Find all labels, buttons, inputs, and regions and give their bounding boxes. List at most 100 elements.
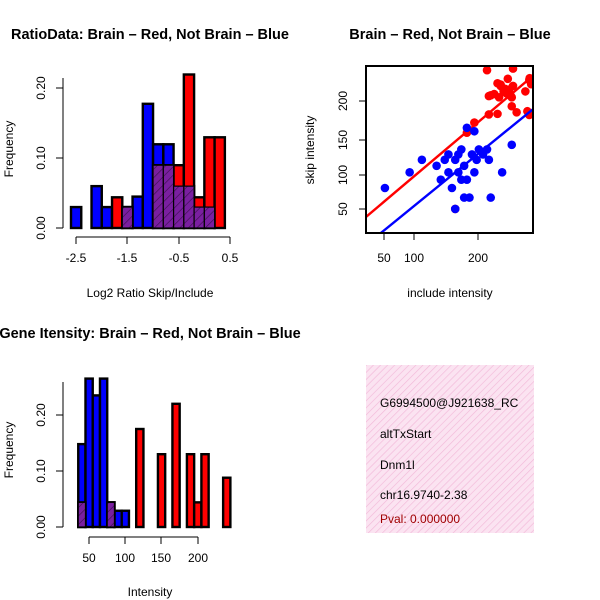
- info-id: G6994500@J921638_RC: [380, 396, 519, 410]
- info-location: chr16.9740-2.38: [380, 488, 468, 502]
- intensity-red-bar: [134, 427, 145, 529]
- ratio-overlap-hatch: [183, 186, 195, 228]
- ratio-blue-bar: [100, 205, 114, 230]
- ratio-ytick-label: 0.20: [34, 76, 48, 100]
- scatter-ytick-label: 200: [336, 91, 350, 111]
- intensity-red-bar: [221, 476, 232, 529]
- ratio-blue-bar: [90, 184, 103, 230]
- scatter-blue-point: [484, 155, 494, 165]
- ratio-chart-xlabel: Log2 Ratio Skip/Include: [87, 286, 214, 300]
- ratio-xtick-label: -0.5: [169, 251, 190, 265]
- scatter-xtick-label: 50: [377, 251, 391, 265]
- ratio-chart-ylabel: Frequency: [2, 121, 16, 178]
- scatter-plot-area: [366, 66, 533, 233]
- scatter-blue-point: [462, 123, 472, 133]
- scatter-chart-xlabel: include intensity: [407, 286, 492, 300]
- scatter-blue-point: [432, 161, 441, 171]
- ratio-blue-bar: [69, 205, 83, 230]
- intensity-chart-title: Gene Itensity: Brain – Red, Not Brain – …: [0, 326, 301, 342]
- scatter-x-axis: 50 100 200: [377, 233, 488, 265]
- info-pval: Pval: 0.000000: [380, 512, 460, 526]
- ratio-ytick-label: 0.00: [34, 216, 48, 240]
- ratio-histogram-panel: RatioData: Brain – Red, Not Brain – Blue…: [2, 27, 289, 300]
- intensity-chart-xlabel: Intensity: [128, 585, 173, 599]
- scatter-blue-point: [440, 155, 450, 165]
- scatter-ytick-label: 150: [336, 130, 350, 150]
- scatter-red-point: [494, 93, 504, 102]
- ratio-x-axis: -2.5 -1.5 -0.5 0.5: [66, 236, 239, 265]
- scatter-red-point: [500, 84, 510, 94]
- scatter-blue-point: [457, 145, 466, 154]
- intensity-chart-ylabel: Frequency: [2, 422, 16, 479]
- scatter-blue-point: [405, 168, 414, 177]
- intensity-histogram-panel: Gene Itensity: Brain – Red, Not Brain – …: [0, 326, 301, 599]
- ratio-xtick-label: -1.5: [117, 251, 138, 265]
- ratio-overlap-hatch: [204, 207, 215, 228]
- ratio-xtick-label: 0.5: [222, 251, 239, 265]
- ratio-blue-bar: [141, 102, 155, 230]
- scatter-blue-point: [497, 168, 507, 177]
- scatter-blue-point: [417, 155, 427, 165]
- intensity-red-bar: [200, 453, 210, 529]
- intensity-xtick-label: 150: [151, 551, 171, 565]
- scatter-xtick-label: 200: [468, 251, 488, 265]
- ratio-overlap-hatch: [122, 207, 133, 228]
- scatter-red-point: [507, 101, 517, 111]
- scatter-blue-point: [450, 204, 460, 214]
- ratio-red-bar: [110, 196, 124, 230]
- scatter-red-point: [493, 109, 502, 119]
- intensity-xtick-label: 200: [188, 551, 208, 565]
- intensity-ytick-label: 0.10: [34, 459, 48, 483]
- scatter-blue-point: [457, 175, 466, 184]
- intensity-red-bar: [171, 402, 181, 529]
- ratio-ytick-label: 0.10: [34, 146, 48, 170]
- intensity-ytick-label: 0.20: [34, 403, 48, 427]
- scatter-marks: [366, 66, 533, 233]
- scatter-red-point: [508, 81, 518, 91]
- intensity-y-axis: 0.00 0.10 0.20: [34, 382, 64, 539]
- info-event: altTxStart: [380, 427, 432, 441]
- intensity-overlap-hatch: [107, 502, 115, 527]
- scatter-blue-point: [470, 126, 479, 136]
- ratio-overlap-hatch: [173, 186, 184, 228]
- scatter-blue-point: [507, 140, 517, 150]
- scatter-blue-point: [444, 168, 453, 177]
- intensity-xtick-label: 100: [115, 551, 135, 565]
- ratio-red-bar: [213, 136, 227, 230]
- scatter-blue-fit-line: [378, 108, 533, 233]
- scatter-chart-title: Brain – Red, Not Brain – Blue: [349, 27, 550, 43]
- info-panel: G6994500@J921638_RC altTxStart Dnm1l chr…: [366, 365, 534, 533]
- scatter-red-point: [503, 74, 513, 84]
- ratio-bars: [69, 73, 227, 230]
- intensity-blue-bar: [120, 509, 131, 529]
- scatter-plot-frame: [365, 65, 534, 234]
- ratio-overlap-hatch: [163, 165, 174, 228]
- intensity-red-bar: [185, 453, 196, 529]
- scatter-xtick-label: 100: [404, 251, 424, 265]
- scatter-blue-point: [486, 193, 496, 202]
- intensity-x-axis: 50 100 150 200: [82, 536, 208, 565]
- intensity-red-bar: [156, 453, 167, 529]
- scatter-chart-ylabel: skip intensity: [303, 116, 317, 185]
- scatter-y-axis: 50 100 150 200: [336, 91, 366, 216]
- scatter-ytick-label: 50: [336, 202, 350, 216]
- intensity-ytick-label: 0.00: [34, 515, 48, 539]
- ratio-overlap-hatch: [153, 165, 164, 228]
- info-gene: Dnm1l: [380, 458, 415, 472]
- scatter-ytick-label: 100: [336, 165, 350, 185]
- intensity-bars: [77, 377, 232, 529]
- ratio-blue-bar: [131, 195, 145, 230]
- scatter-red-point: [508, 66, 518, 73]
- ratio-overlap-hatch: [194, 207, 205, 228]
- scatter-blue-point: [470, 168, 479, 177]
- scatter-red-point: [486, 90, 496, 100]
- intensity-xtick-label: 50: [82, 551, 96, 565]
- scatter-blue-point: [380, 183, 390, 193]
- scatter-panel: Brain – Red, Not Brain – Blue skip inten…: [303, 27, 551, 300]
- ratio-xtick-label: -2.5: [66, 251, 87, 265]
- scatter-red-point: [482, 66, 492, 75]
- scatter-blue-point: [459, 193, 469, 202]
- scatter-blue-point: [447, 183, 457, 193]
- scatter-red-point: [512, 107, 521, 117]
